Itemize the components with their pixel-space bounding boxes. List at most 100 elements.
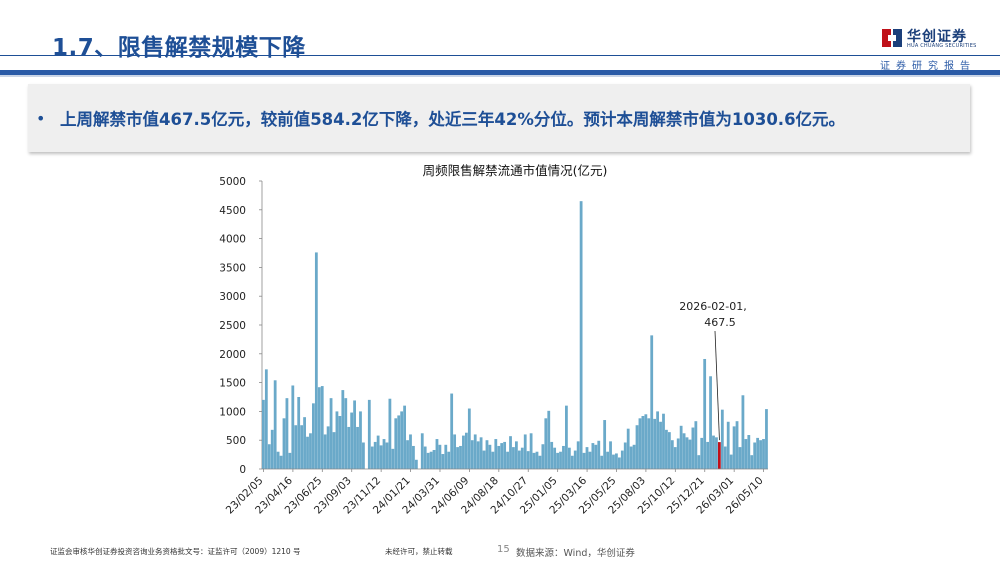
bar — [729, 454, 733, 469]
bar — [512, 447, 515, 469]
bar — [403, 405, 407, 469]
bar — [612, 454, 615, 469]
bar — [353, 400, 356, 469]
bar — [509, 436, 512, 469]
bar — [297, 397, 301, 469]
bar — [753, 442, 757, 469]
bar — [715, 437, 718, 469]
bar — [270, 429, 274, 469]
bar — [432, 449, 436, 469]
bar — [529, 433, 533, 469]
bar — [735, 421, 739, 469]
bar — [438, 444, 442, 469]
bar — [682, 433, 686, 469]
bar — [606, 451, 609, 469]
bar — [626, 428, 630, 469]
bar — [565, 405, 568, 469]
bar — [553, 447, 557, 469]
bar — [706, 441, 710, 469]
bar — [685, 437, 689, 469]
logo-subtext: HUA CHUANG SECURITIES — [907, 43, 977, 49]
header-band-shade — [0, 75, 1000, 77]
highlight-bar — [717, 442, 721, 469]
bar — [409, 434, 412, 469]
bar — [647, 418, 651, 469]
bar — [482, 450, 486, 469]
bar — [629, 446, 633, 469]
bar — [579, 201, 583, 469]
bar — [320, 386, 324, 469]
bar — [476, 441, 480, 469]
bar — [420, 433, 424, 469]
bar — [423, 446, 427, 469]
bar — [694, 421, 698, 469]
bar — [426, 452, 430, 469]
bar — [394, 418, 398, 469]
header-band — [0, 70, 1000, 75]
bar — [412, 445, 415, 469]
bar — [435, 439, 439, 469]
y-tick-label: 4500 — [219, 205, 246, 217]
data-source: 数据来源：Wind，华创证券 — [516, 548, 635, 559]
bar — [370, 446, 374, 469]
bar — [720, 409, 724, 469]
bar — [267, 444, 271, 469]
bar — [306, 436, 309, 469]
bar — [473, 434, 477, 469]
bar — [397, 415, 401, 469]
brand-logo: 华创证券 HUA CHUANG SECURITIES — [880, 26, 980, 52]
y-tick-label: 2000 — [219, 349, 246, 361]
y-tick-label: 2500 — [219, 320, 246, 332]
bar — [741, 395, 745, 469]
summary-text: 上周解禁市值467.5亿元，较前值584.2亿下降，处近三年42%分位。预计本周… — [60, 110, 846, 129]
bar — [388, 398, 392, 469]
bar — [379, 445, 383, 469]
bar — [700, 437, 704, 469]
bar — [312, 403, 315, 469]
bar — [703, 358, 707, 469]
bar — [400, 411, 404, 469]
copyright-note: 未经许可，禁止转载 — [385, 547, 453, 556]
bar — [676, 438, 680, 469]
bar — [391, 448, 395, 469]
bar — [585, 447, 589, 469]
page-title: 1.7、限售解禁规模下降 — [52, 35, 306, 61]
bar — [429, 451, 433, 469]
y-tick-label: 1500 — [219, 378, 246, 390]
bar — [667, 432, 671, 469]
y-tick-label: 500 — [226, 435, 246, 447]
bar — [282, 418, 286, 469]
bar — [670, 440, 674, 469]
bar — [617, 457, 621, 469]
bar — [656, 411, 660, 469]
bar — [688, 439, 692, 469]
bar — [464, 432, 468, 469]
bar — [309, 433, 312, 469]
bar — [264, 369, 268, 469]
bar — [732, 426, 736, 469]
logo-mark-icon — [882, 29, 902, 47]
bar — [303, 417, 306, 469]
bar — [491, 451, 495, 469]
bar — [635, 425, 639, 469]
bar — [550, 441, 554, 469]
bar — [532, 452, 536, 469]
unlock-value-chart: 周频限售解禁流通市值情况(亿元) 0 500 1000 1500 2000 2500 3000… — [219, 163, 768, 516]
bar — [662, 413, 665, 469]
bar — [738, 447, 742, 469]
bar — [497, 445, 501, 469]
page-number: 15 — [497, 544, 510, 555]
bar — [294, 425, 298, 469]
bar — [620, 450, 624, 469]
bar — [609, 441, 612, 469]
bar — [262, 399, 265, 469]
bar — [300, 425, 304, 469]
bar — [453, 434, 457, 469]
bar — [650, 335, 654, 469]
y-tick-label: 3500 — [219, 262, 246, 274]
header-rule — [0, 55, 1000, 56]
y-tick-label: 1000 — [219, 406, 246, 418]
bar — [456, 447, 459, 469]
bar — [547, 410, 551, 469]
bar — [323, 434, 327, 469]
